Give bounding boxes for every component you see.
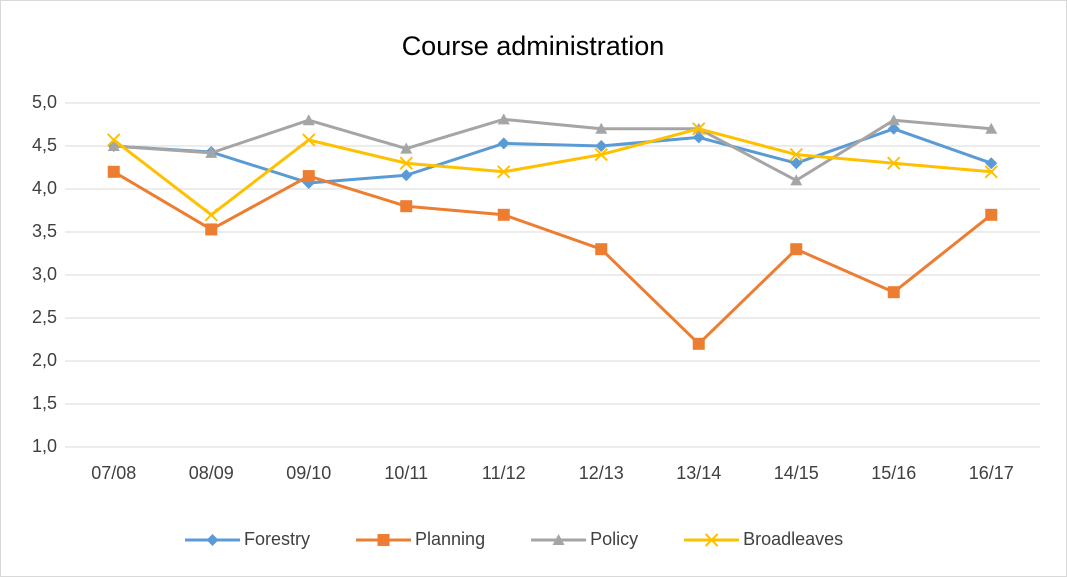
marker <box>887 114 900 126</box>
y-tick-label: 3,5 <box>32 221 57 241</box>
series-line <box>113 117 992 182</box>
legend-marker <box>552 534 565 545</box>
marker <box>400 200 413 213</box>
marker <box>984 165 998 179</box>
marker <box>302 114 315 126</box>
marker <box>107 133 121 147</box>
x-tick-label: 13/14 <box>676 463 721 483</box>
series-line <box>112 127 992 217</box>
marker <box>497 165 511 179</box>
marker <box>692 131 705 144</box>
marker <box>302 170 315 183</box>
series-line <box>112 170 993 346</box>
legend-label: Policy <box>590 529 638 549</box>
marker <box>107 165 120 178</box>
marker <box>595 140 608 152</box>
marker <box>887 156 901 170</box>
x-tick-label: 08/09 <box>189 463 234 483</box>
x-tick-label: 14/15 <box>774 463 819 483</box>
x-tick-label: 11/12 <box>482 463 526 483</box>
marker <box>205 223 218 236</box>
marker <box>790 174 803 186</box>
x-tick-label: 07/08 <box>91 463 136 483</box>
y-tick-label: 4,5 <box>32 135 57 155</box>
marker <box>399 156 413 170</box>
x-tick-label: 10/11 <box>384 463 428 483</box>
marker <box>790 243 803 256</box>
marker <box>497 208 510 221</box>
x-tick-label: 16/17 <box>969 463 1014 483</box>
y-tick-label: 4,0 <box>32 178 57 198</box>
series <box>107 122 998 222</box>
y-tick-label: 1,0 <box>32 436 57 456</box>
marker <box>595 243 608 256</box>
marker <box>204 208 218 222</box>
marker <box>595 122 608 134</box>
series <box>107 165 998 350</box>
marker <box>887 122 900 135</box>
marker <box>985 122 998 134</box>
marker <box>400 169 413 182</box>
marker <box>497 113 510 125</box>
marker <box>692 122 706 136</box>
legend-label: Planning <box>415 529 485 549</box>
chart-title: Course administration <box>402 31 665 61</box>
marker <box>789 147 803 162</box>
series-line <box>113 127 992 185</box>
legend-marker <box>377 534 390 546</box>
y-tick-label: 1,5 <box>32 393 57 413</box>
y-tick-label: 2,5 <box>32 307 57 327</box>
x-tick-label: 09/10 <box>286 463 331 483</box>
marker <box>107 140 120 151</box>
y-tick-label: 2,0 <box>32 350 57 370</box>
marker <box>594 147 608 162</box>
legend-marker <box>206 534 219 546</box>
x-tick-label: 15/16 <box>871 463 916 483</box>
legend-label: Broadleaves <box>743 529 843 549</box>
marker <box>887 286 900 299</box>
marker <box>790 157 803 170</box>
marker <box>302 133 316 147</box>
marker <box>205 146 218 158</box>
marker <box>400 142 413 154</box>
marker <box>985 157 998 170</box>
marker <box>692 337 705 350</box>
y-tick-label: 3,0 <box>32 264 57 284</box>
y-tick-label: 5,0 <box>32 92 57 112</box>
legend-marker <box>704 533 719 547</box>
marker <box>497 137 510 150</box>
x-tick-label: 12/13 <box>579 463 624 483</box>
marker <box>985 208 998 221</box>
legend-label: Forestry <box>244 529 310 549</box>
